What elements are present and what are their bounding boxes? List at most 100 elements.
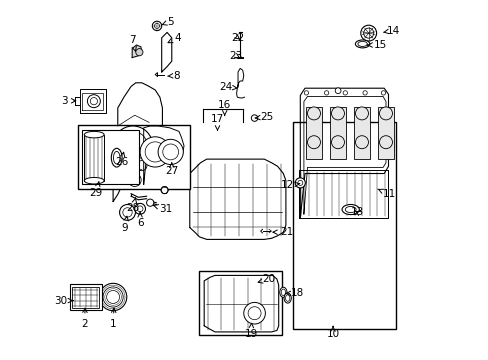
Circle shape	[297, 180, 302, 185]
Text: 28: 28	[126, 198, 139, 213]
Text: 6: 6	[137, 212, 143, 228]
Text: 29: 29	[89, 182, 102, 198]
Text: 21: 21	[272, 227, 292, 237]
Bar	[72, 287, 99, 308]
Circle shape	[381, 91, 385, 95]
Text: 31: 31	[153, 204, 172, 214]
Circle shape	[154, 23, 159, 28]
Text: 27: 27	[165, 163, 178, 176]
Text: 14: 14	[383, 26, 399, 36]
Ellipse shape	[345, 207, 355, 212]
Circle shape	[343, 91, 347, 95]
Bar	[292, 122, 395, 329]
Circle shape	[128, 174, 141, 186]
Bar	[78, 125, 190, 189]
Circle shape	[331, 136, 344, 149]
Ellipse shape	[279, 287, 286, 297]
Ellipse shape	[113, 151, 120, 164]
Circle shape	[113, 126, 152, 166]
Bar	[81, 130, 139, 184]
Circle shape	[379, 136, 392, 149]
Ellipse shape	[281, 289, 285, 296]
Text: 1: 1	[110, 308, 116, 329]
Ellipse shape	[111, 148, 122, 167]
Circle shape	[103, 287, 123, 307]
Circle shape	[331, 107, 344, 120]
Circle shape	[99, 283, 126, 311]
Bar	[378, 107, 393, 159]
Bar	[199, 271, 282, 335]
Circle shape	[134, 203, 145, 214]
Circle shape	[120, 204, 135, 220]
Text: 7: 7	[129, 35, 136, 51]
Text: 24: 24	[219, 82, 237, 92]
Circle shape	[355, 107, 367, 120]
Circle shape	[247, 307, 261, 320]
Text: 17: 17	[210, 114, 224, 130]
Text: 26: 26	[115, 152, 128, 167]
Text: 30: 30	[54, 296, 73, 306]
Circle shape	[307, 136, 320, 149]
Text: 4: 4	[168, 33, 181, 43]
Circle shape	[324, 91, 328, 95]
Circle shape	[146, 199, 153, 206]
Text: 19: 19	[244, 323, 257, 339]
Ellipse shape	[84, 177, 104, 184]
Text: 15: 15	[367, 40, 386, 50]
Text: 18: 18	[285, 288, 304, 298]
Circle shape	[295, 178, 305, 188]
Bar	[84, 135, 104, 181]
Circle shape	[152, 21, 162, 31]
Circle shape	[122, 208, 132, 217]
Text: 20: 20	[258, 274, 275, 284]
Circle shape	[161, 186, 168, 194]
Ellipse shape	[342, 204, 359, 215]
Circle shape	[106, 291, 120, 303]
Circle shape	[379, 107, 392, 120]
Circle shape	[335, 88, 340, 94]
Circle shape	[158, 139, 183, 165]
Ellipse shape	[285, 295, 289, 301]
Ellipse shape	[357, 41, 366, 46]
Circle shape	[137, 206, 142, 212]
Circle shape	[145, 142, 165, 162]
Circle shape	[172, 154, 178, 159]
Polygon shape	[132, 45, 142, 58]
Circle shape	[355, 136, 367, 149]
Text: 22: 22	[231, 33, 244, 43]
Ellipse shape	[284, 293, 291, 303]
Bar	[354, 107, 369, 159]
Bar	[330, 107, 345, 159]
Text: 9: 9	[122, 216, 128, 233]
Text: 12: 12	[280, 180, 299, 190]
Circle shape	[251, 115, 257, 121]
Circle shape	[87, 95, 100, 108]
Text: 23: 23	[229, 51, 242, 61]
Circle shape	[140, 137, 170, 167]
Circle shape	[363, 28, 373, 38]
Text: 5: 5	[162, 17, 173, 27]
Circle shape	[304, 91, 308, 95]
Circle shape	[118, 131, 147, 160]
Circle shape	[307, 107, 320, 120]
Circle shape	[244, 302, 265, 324]
Ellipse shape	[84, 131, 104, 138]
Text: 8: 8	[167, 71, 180, 81]
Text: 25: 25	[255, 112, 273, 122]
Circle shape	[131, 176, 138, 184]
Circle shape	[90, 98, 97, 105]
Circle shape	[163, 144, 178, 160]
Circle shape	[136, 49, 142, 56]
Text: 2: 2	[81, 308, 87, 329]
Text: 11: 11	[377, 189, 396, 199]
Text: 16: 16	[218, 100, 231, 116]
Circle shape	[137, 161, 146, 171]
Ellipse shape	[355, 40, 369, 48]
Text: 10: 10	[326, 327, 339, 339]
Bar	[306, 107, 321, 159]
Circle shape	[360, 25, 376, 41]
Text: 13: 13	[350, 207, 364, 217]
Text: 3: 3	[61, 96, 76, 106]
Bar	[70, 284, 102, 310]
Circle shape	[362, 91, 366, 95]
